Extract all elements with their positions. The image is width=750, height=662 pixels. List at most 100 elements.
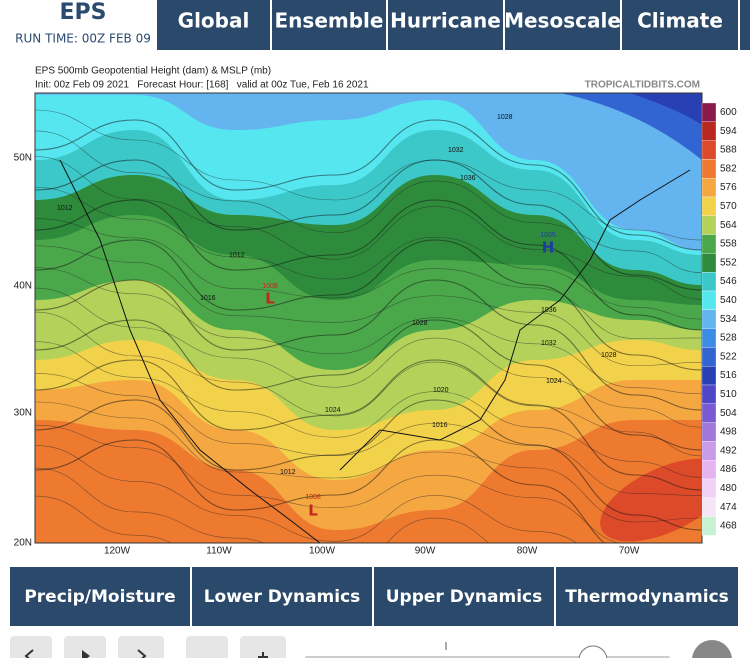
colorbar-label: 516 — [720, 370, 737, 381]
tab-button[interactable] — [192, 567, 372, 626]
run-time: RUN TIME: 00Z FEB 09 — [15, 32, 151, 46]
isobar-label: 1036 — [460, 175, 476, 182]
colorbar-label: 570 — [720, 201, 737, 212]
colorbar-swatch — [701, 178, 717, 198]
colorbar-swatch — [701, 309, 717, 329]
colorbar-label: 534 — [720, 314, 737, 325]
colorbar-label: 564 — [720, 220, 737, 231]
colorbar-swatch — [701, 460, 717, 480]
colorbar-swatch — [701, 159, 717, 179]
colorbar-swatch — [701, 328, 717, 348]
colorbar-label: 540 — [720, 295, 737, 306]
colorbar-label: 600 — [720, 107, 737, 118]
tab-label[interactable]: Precip/Moisture — [24, 587, 175, 607]
longitude-label: 110W — [206, 546, 232, 557]
plus-button[interactable] — [240, 636, 286, 662]
isobar-label: 1036 — [541, 307, 557, 314]
minus-button[interactable] — [186, 636, 228, 662]
nav-label[interactable]: Hurricane — [390, 9, 501, 33]
colorbar-label: 522 — [720, 351, 737, 362]
colorbar-label: 576 — [720, 182, 737, 193]
nav-label[interactable]: Ensemble — [275, 9, 384, 33]
coastline — [59, 159, 691, 543]
isobar — [35, 109, 702, 241]
next-button[interactable] — [118, 636, 164, 662]
nav-button[interactable] — [505, 0, 620, 50]
colorbar-swatch — [701, 290, 717, 310]
high-pressure-value: 1035 — [540, 232, 556, 239]
longitude-label: 120W — [104, 546, 131, 557]
isobar-label: 1016 — [432, 422, 448, 429]
colorbar-swatch — [701, 272, 717, 292]
isobar-label: 1016 — [200, 295, 216, 302]
height-contour — [35, 159, 702, 291]
longitude-label: 70W — [619, 546, 640, 557]
colorbar-label: 492 — [720, 445, 737, 456]
latitude-label: 20N — [14, 538, 32, 549]
colorbar-swatch — [701, 403, 717, 423]
tab-button[interactable] — [556, 567, 738, 626]
colorbar-label: 558 — [720, 239, 737, 250]
map-subtitle: Init: 00z Feb 09 2021 Forecast Hour: [16… — [35, 80, 369, 91]
colorbar-swatch — [701, 121, 717, 141]
latitude-label: 40N — [14, 281, 32, 292]
longitude-label: 90W — [415, 546, 436, 557]
colorbar-swatch — [701, 234, 717, 254]
colorbar-swatch — [701, 384, 717, 404]
height-contour — [35, 399, 702, 531]
tab-label[interactable]: Lower Dynamics — [204, 587, 361, 607]
colorbar-label: 594 — [720, 126, 737, 137]
height-contour — [35, 239, 702, 371]
isobar — [35, 372, 702, 496]
isobar — [35, 401, 702, 523]
height-band — [630, 93, 702, 125]
height-contour — [35, 359, 702, 491]
colorbar-swatch — [701, 366, 717, 386]
isobar-label: 1028 — [497, 114, 513, 121]
nav-button[interactable] — [272, 0, 386, 50]
isobar-label: 1032 — [541, 340, 557, 347]
nav-button[interactable] — [388, 0, 503, 50]
nav-label[interactable]: Global — [178, 9, 250, 33]
tab-button[interactable] — [10, 567, 190, 626]
isobar-label: 1032 — [448, 147, 464, 154]
nav-label[interactable]: Mesoscale — [504, 9, 621, 33]
colorbar-swatch — [701, 478, 717, 498]
model-name: EPS — [60, 0, 107, 25]
isobar-label: 1028 — [601, 352, 617, 359]
map-title: EPS 500mb Geopotential Height (dam) & MS… — [35, 66, 271, 77]
colorbar-swatch — [701, 215, 717, 235]
colorbar-swatch — [701, 516, 717, 536]
longitude-label: 80W — [517, 546, 538, 557]
isobar — [35, 311, 702, 457]
tab-label[interactable]: Upper Dynamics — [386, 587, 542, 607]
isobar — [35, 467, 489, 543]
colorbar-label: 486 — [720, 464, 737, 475]
colorbar-swatch — [701, 140, 717, 160]
height-contour — [35, 319, 702, 451]
nav-label[interactable]: Climate — [637, 9, 723, 33]
colorbar-swatch — [701, 196, 717, 216]
isobar — [35, 445, 578, 543]
colorbar-swatch — [701, 253, 717, 273]
prev-button[interactable] — [10, 636, 52, 662]
height-band — [560, 93, 702, 160]
colorbar-label: 480 — [720, 483, 737, 494]
credit: TROPICALTIDBITS.COM — [585, 80, 700, 91]
low-marker: L — [308, 502, 318, 520]
colorbar-label: 552 — [720, 257, 737, 268]
isobar — [35, 245, 702, 367]
nav-button[interactable] — [622, 0, 738, 50]
colorbar-swatch — [701, 102, 717, 122]
tab-button[interactable] — [374, 567, 554, 626]
isobar-label: 1024 — [325, 407, 341, 414]
nav-button[interactable] — [157, 0, 270, 50]
settings-icon[interactable] — [692, 640, 732, 662]
colorbar-label: 546 — [720, 276, 737, 287]
low-pressure-value: 1008 — [305, 494, 321, 501]
tab-label[interactable]: Thermodynamics — [565, 587, 729, 607]
latitude-label: 50N — [14, 153, 32, 164]
nav-button[interactable] — [740, 0, 750, 50]
play-button[interactable] — [64, 636, 106, 662]
height-band — [600, 458, 702, 542]
